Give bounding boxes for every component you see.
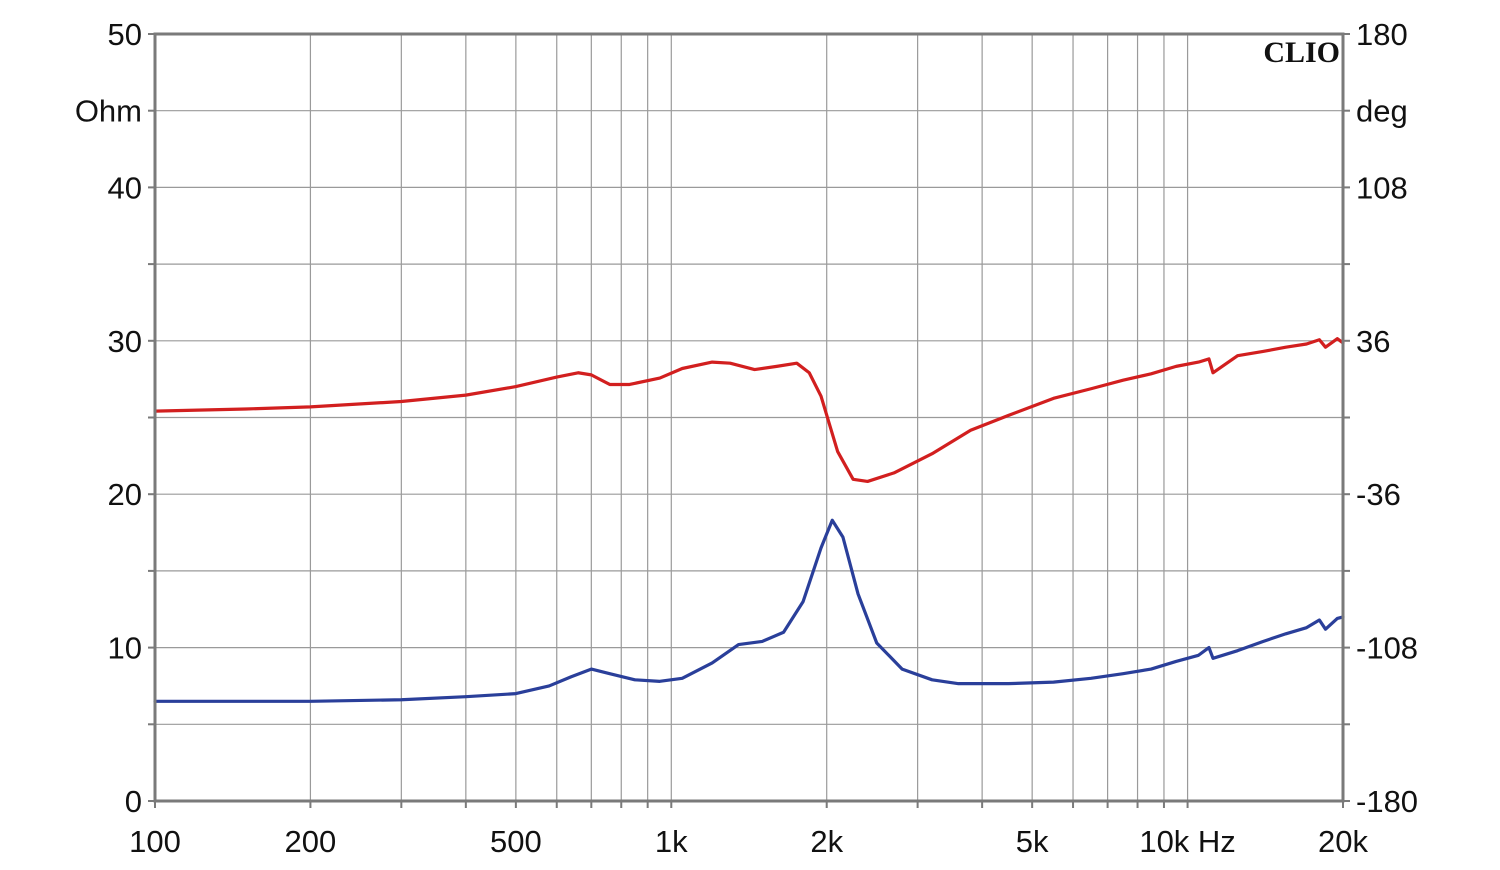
y-left-tick-label: 50 — [108, 17, 142, 52]
y-left-unit-label: Ohm — [75, 94, 142, 129]
x-tick-label: 5k — [1016, 824, 1049, 859]
phase-curve — [153, 337, 1345, 484]
y-left-tick-label: 10 — [108, 631, 142, 666]
series-layer — [153, 337, 1345, 703]
impedance-curve — [153, 518, 1345, 703]
plot-frame — [153, 32, 1345, 803]
y-right-unit-label: deg — [1356, 94, 1408, 129]
y-right-tick-label: -36 — [1356, 477, 1401, 512]
y-right-tick-label: 108 — [1356, 170, 1408, 205]
x-tick-label: 1k — [655, 824, 688, 859]
clio-brand-label: CLIO — [1263, 36, 1340, 69]
y-right-tick-label: -108 — [1356, 631, 1418, 666]
x-tick-label: 500 — [490, 824, 542, 859]
y-right-tick-label: 180 — [1356, 17, 1408, 52]
y-left-tick-label: 20 — [108, 477, 142, 512]
x-tick-label: 20k — [1318, 824, 1368, 859]
y-left-tick-label: 0 — [125, 784, 142, 819]
x-tick-label: 200 — [285, 824, 337, 859]
axis-labels: 100 200 500 1k 2k 5k 10k Hz 20k 0 10 20 30 40 50 -180 -… — [75, 17, 1418, 859]
y-left-tick-label: 30 — [108, 324, 142, 359]
x-tick-label: 10k Hz — [1139, 824, 1235, 859]
x-tick-label: 2k — [810, 824, 843, 859]
y-right-tick-label: -180 — [1356, 784, 1418, 819]
x-tick-label: 100 — [129, 824, 181, 859]
y-right-tick-label: 36 — [1356, 324, 1390, 359]
y-left-tick-label: 40 — [108, 170, 142, 205]
